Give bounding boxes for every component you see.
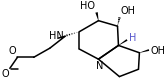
Polygon shape <box>139 49 149 53</box>
Text: OH: OH <box>151 46 166 56</box>
Text: HN: HN <box>49 31 64 41</box>
Text: O: O <box>9 46 16 56</box>
Text: OH: OH <box>120 6 135 16</box>
Text: O: O <box>1 69 9 79</box>
Polygon shape <box>118 39 128 46</box>
Text: N: N <box>96 61 103 71</box>
Text: HO: HO <box>80 1 95 11</box>
Polygon shape <box>95 12 99 21</box>
Text: H: H <box>129 33 136 43</box>
